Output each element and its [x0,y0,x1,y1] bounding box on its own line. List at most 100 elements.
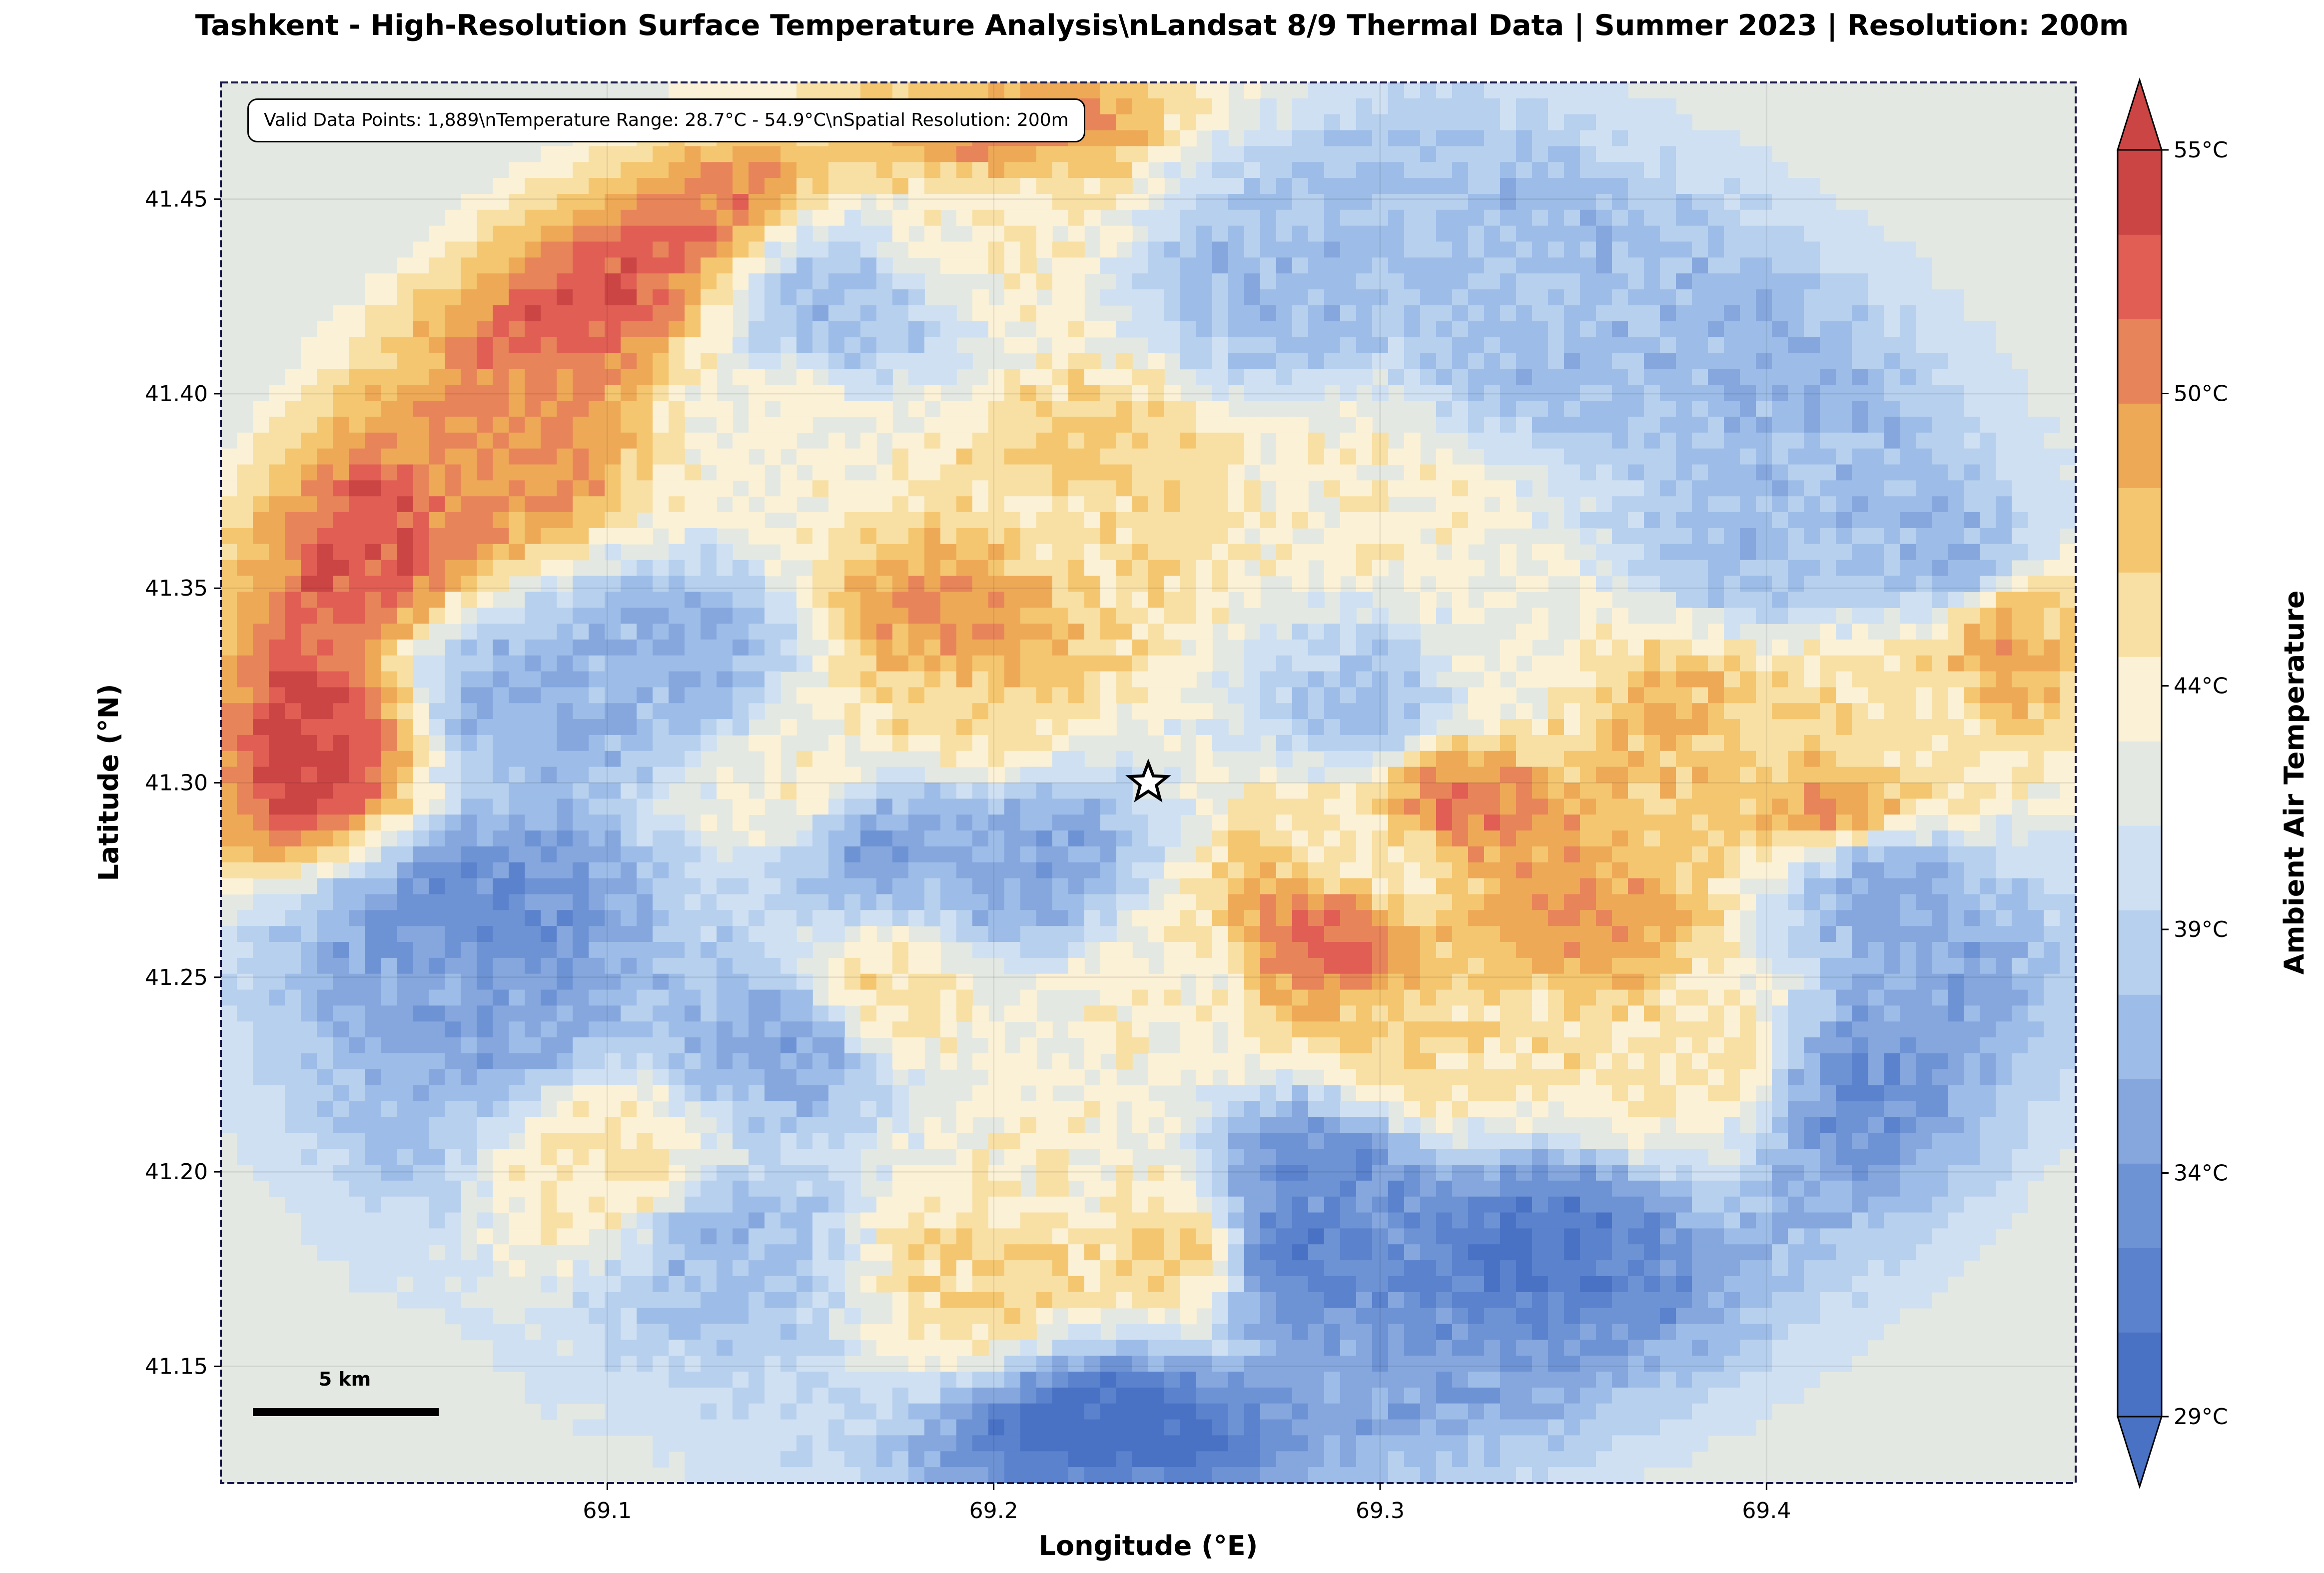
temperature-cell [1068,480,1085,497]
temperature-cell [765,385,781,401]
temperature-cell [1788,257,1804,274]
temperature-cell [557,735,573,752]
temperature-cell [1420,719,1437,736]
temperature-cell [685,401,701,417]
temperature-cell [1276,337,1293,354]
temperature-cell [972,639,989,656]
temperature-cell [1724,353,1740,370]
temperature-cell [1772,862,1788,879]
temperature-cell [1516,814,1533,831]
temperature-cell [653,830,669,847]
temperature-cell [1516,353,1533,370]
temperature-cell [1756,209,1772,226]
temperature-cell [1996,687,2012,704]
temperature-cell [1500,639,1517,656]
temperature-cell [1132,146,1149,163]
temperature-cell [956,862,973,879]
temperature-cell [381,321,397,338]
temperature-cell [1100,560,1117,577]
temperature-cell [461,273,477,290]
temperature-cell [381,432,397,449]
temperature-cell [2028,751,2044,768]
temperature-cell [828,862,845,879]
temperature-cell [1724,257,1740,274]
temperature-cell [1692,862,1708,879]
temperature-cell [1884,798,1900,815]
temperature-cell [1340,225,1357,242]
temperature-cell [1388,544,1405,561]
temperature-cell [1692,130,1708,147]
temperature-cell [637,624,653,640]
temperature-cell [892,273,909,290]
temperature-cell [301,624,317,640]
temperature-cell [908,146,925,163]
temperature-cell [1292,512,1309,529]
temperature-cell [1852,512,1868,529]
temperature-cell [972,798,989,815]
temperature-cell [1596,655,1612,672]
temperature-cell [365,528,381,545]
temperature-cell [1420,98,1437,115]
temperature-cell [477,576,493,593]
temperature-cell [541,719,557,736]
temperature-cell [413,369,429,385]
temperature-cell [796,353,813,370]
temperature-cell [1596,687,1612,704]
temperature-cell [749,671,765,688]
temperature-cell [1740,639,1756,656]
temperature-cell [924,655,941,672]
temperature-cell [988,385,1005,401]
temperature-cell [1868,289,1884,306]
temperature-cell [812,798,829,815]
temperature-cell [1900,528,1916,545]
temperature-cell [413,878,429,895]
temperature-cell [1612,416,1628,433]
temperature-cell [1564,735,1580,752]
temperature-cell [573,655,589,672]
temperature-cell [1948,416,1964,433]
temperature-cell [1468,273,1485,290]
temperature-cell [1052,687,1069,704]
temperature-cell [796,512,813,529]
temperature-cell [1724,480,1740,497]
temperature-cell [413,671,429,688]
temperature-cell [1068,432,1085,449]
temperature-cell [780,305,797,322]
temperature-cell [509,687,525,704]
temperature-cell [493,608,509,624]
temperature-cell [2028,448,2044,465]
temperature-cell [1548,337,1564,354]
temperature-cell [477,894,493,911]
temperature-cell [1260,162,1277,178]
temperature-cell [1660,798,1676,815]
temperature-cell [2012,719,2028,736]
temperature-cell [876,862,893,879]
temperature-cell [1884,432,1900,449]
temperature-cell [285,894,301,911]
temperature-cell [1020,225,1037,242]
temperature-cell [1164,146,1181,163]
temperature-cell [780,146,797,163]
temperature-cell [1308,703,1325,720]
temperature-cell [1324,369,1341,385]
temperature-cell [1468,178,1485,194]
temperature-cell [1180,114,1197,131]
temperature-cell [860,687,877,704]
temperature-cell [573,432,589,449]
temperature-cell [1116,448,1133,465]
temperature-cell [429,814,445,831]
temperature-cell [381,401,397,417]
temperature-cell [1660,878,1676,895]
temperature-cell [1004,464,1021,481]
temperature-cell [749,528,765,545]
temperature-cell [317,687,333,704]
temperature-cell [1516,512,1533,529]
temperature-cell [1164,735,1181,752]
temperature-cell [637,862,653,879]
temperature-cell [1884,671,1900,688]
temperature-cell [1932,783,1948,799]
temperature-cell [301,416,317,433]
temperature-cell [589,655,605,672]
temperature-cell [621,225,637,242]
temperature-cell [1484,480,1501,497]
